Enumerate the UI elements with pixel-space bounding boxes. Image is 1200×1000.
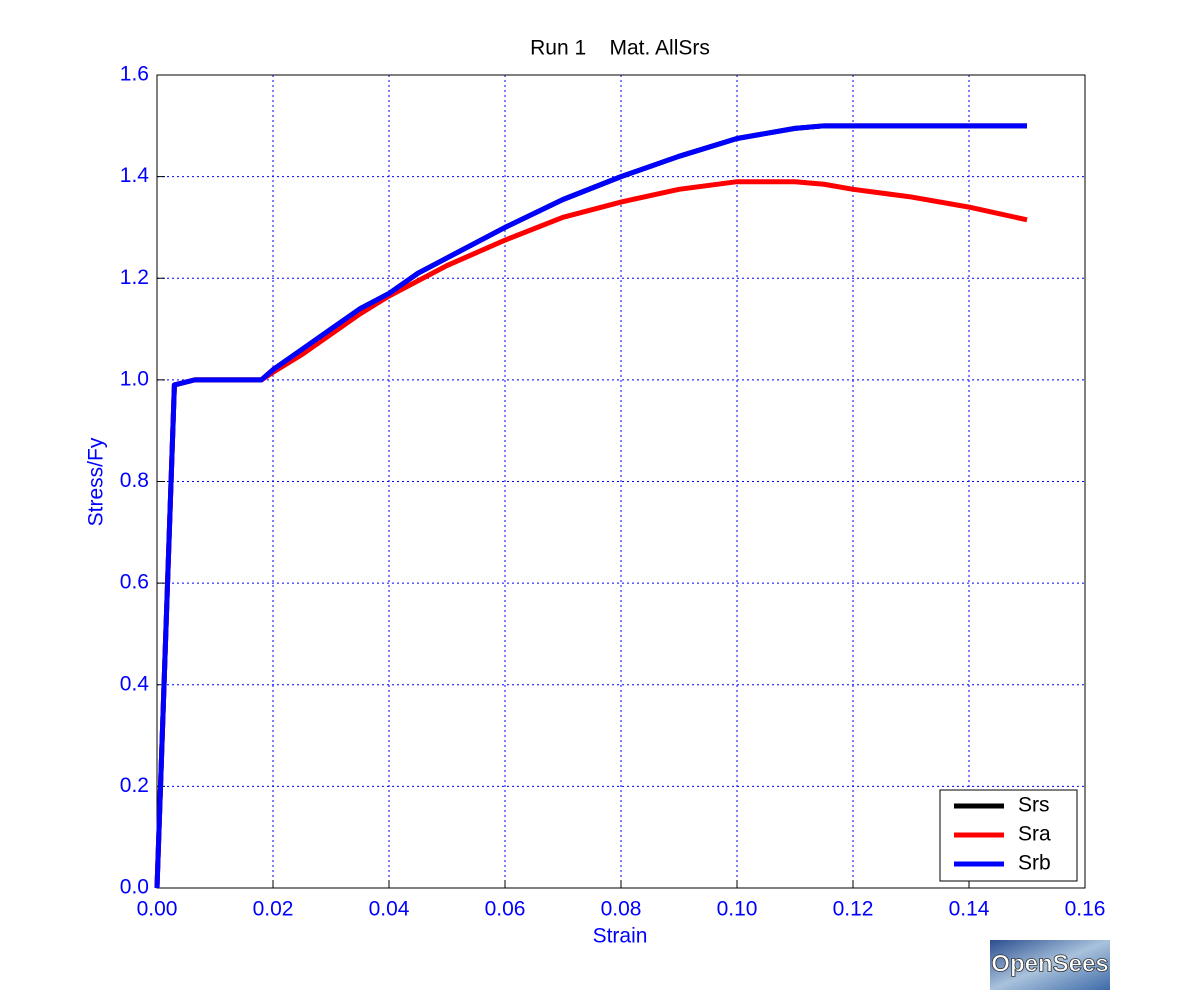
logo-box [990, 940, 1110, 990]
plot-frame [156, 74, 1086, 889]
x-axis-label: Strain [593, 925, 648, 948]
y-tick-label: 0.8 [120, 469, 149, 492]
x-tick-label: 0.12 [833, 898, 874, 921]
logo: OpenSees [990, 940, 1110, 990]
x-tick-label: 0.04 [369, 898, 410, 921]
legend-label: Srs [1018, 794, 1050, 817]
x-tick-label: 0.02 [253, 898, 294, 921]
y-tick-label: 1.0 [120, 367, 149, 390]
x-tick-label: 0.08 [601, 898, 642, 921]
chart-title: Run 1 Mat. AllSrs [530, 37, 710, 60]
x-tick-label: 0.16 [1065, 898, 1106, 921]
y-tick-label: 0.4 [120, 672, 150, 695]
x-tick-label: 0.14 [949, 898, 990, 921]
y-tick-label: 0.2 [120, 774, 149, 797]
y-axis-label: Stress/Fy [85, 437, 108, 526]
y-tick-label: 0.6 [120, 571, 149, 594]
logo-text: OpenSees [991, 950, 1108, 977]
y-tick-label: 1.2 [120, 266, 149, 289]
legend-label: Srb [1018, 852, 1051, 875]
x-tick-label: 0.10 [717, 898, 758, 921]
x-tick-label: 0.00 [137, 898, 178, 921]
x-tick-label: 0.06 [485, 898, 526, 921]
series-line [154, 123, 1027, 889]
y-tick-label: 1.6 [120, 63, 149, 86]
legend-label: Sra [1018, 823, 1051, 846]
y-tick-label: 0.0 [120, 876, 149, 899]
y-tick-label: 1.4 [120, 164, 150, 187]
